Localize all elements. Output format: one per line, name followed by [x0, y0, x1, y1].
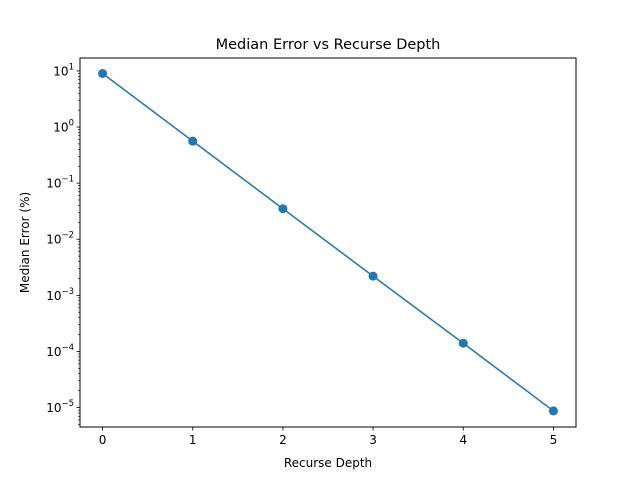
y-tick-label: 10−2 — [46, 231, 74, 247]
y-tick-label-base: 10 — [46, 233, 61, 247]
data-point — [458, 338, 468, 348]
y-tick-label-exponent: 0 — [69, 119, 74, 129]
y-tick-label-base: 10 — [53, 121, 68, 135]
series-line — [102, 72, 554, 412]
y-tick-label-base: 10 — [46, 345, 61, 359]
y-tick-label: 10−1 — [46, 175, 74, 191]
y-tick-label: 100 — [53, 119, 74, 135]
axes-frame — [79, 57, 577, 428]
y-tick-label: 10−4 — [46, 343, 74, 359]
y-tick-label-exponent: −3 — [61, 287, 74, 297]
data-point — [368, 271, 378, 281]
data-point — [98, 68, 108, 78]
y-tick-label-exponent: −4 — [61, 343, 74, 353]
data-point — [548, 406, 558, 416]
x-tick-label: 4 — [459, 433, 467, 447]
x-tick-label: 1 — [189, 433, 197, 447]
y-tick-label-base: 10 — [53, 64, 68, 78]
x-tick-label: 0 — [99, 433, 107, 447]
y-tick-label-exponent: −1 — [61, 175, 74, 185]
y-axis-label: Median Error (%) — [18, 192, 32, 293]
y-tick-label: 10−5 — [46, 399, 74, 415]
data-point — [188, 136, 198, 146]
y-tick-label: 101 — [53, 62, 74, 78]
y-tick-label-base: 10 — [46, 177, 61, 191]
x-tick-label: 3 — [369, 433, 377, 447]
chart-title: Median Error vs Recurse Depth — [216, 37, 441, 53]
y-tick-label-exponent: −5 — [61, 399, 74, 409]
x-tick-label: 2 — [279, 433, 287, 447]
x-axis-label: Recurse Depth — [284, 456, 372, 470]
y-tick-label-base: 10 — [46, 289, 61, 303]
y-tick-label-base: 10 — [46, 401, 61, 415]
data-point — [278, 204, 288, 214]
y-tick-label-exponent: −2 — [61, 231, 74, 241]
y-tick-label-exponent: 1 — [69, 62, 74, 72]
x-tick-label: 5 — [550, 433, 558, 447]
y-tick-label: 10−3 — [46, 287, 74, 303]
